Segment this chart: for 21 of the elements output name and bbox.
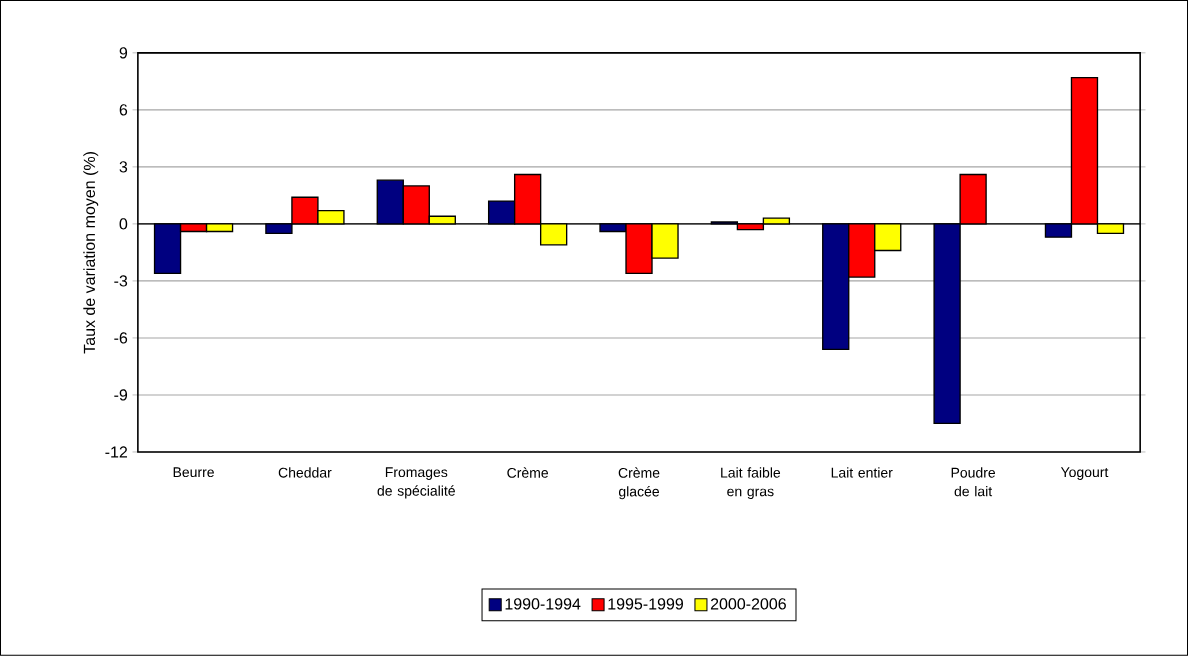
x-tick-label: Beurre: [173, 467, 214, 478]
legend-label: 1990-1994: [505, 598, 581, 610]
x-tick-label: Fromages de spécialité: [377, 467, 455, 499]
legend-label: 2000-2006: [710, 598, 786, 610]
y-tick-label: 3: [119, 161, 128, 173]
x-tick-label: Poudre de lait: [951, 467, 996, 497]
y-tick-label: -3: [114, 275, 128, 287]
x-tick-label: Lait faible en gras: [721, 467, 781, 500]
y-tick-label: 6: [119, 104, 128, 116]
legend-label: 1995-1999: [608, 598, 683, 610]
y-tick-label: -6: [114, 332, 128, 344]
x-tick-label: Crème: [507, 467, 549, 478]
x-tick-label: Crème glacée: [618, 467, 660, 500]
y-tick-label: -12: [105, 446, 128, 458]
x-tick-label: Lait entier: [831, 467, 893, 478]
y-axis-title: Taux de variation moyen (%): [83, 152, 99, 354]
y-tick-label: -9: [114, 389, 128, 401]
x-tick-label: Yogourt: [1060, 467, 1109, 480]
y-tick-label: 0: [119, 218, 128, 230]
x-tick-label: Cheddar: [278, 467, 332, 478]
y-tick-label: 9: [119, 47, 128, 59]
